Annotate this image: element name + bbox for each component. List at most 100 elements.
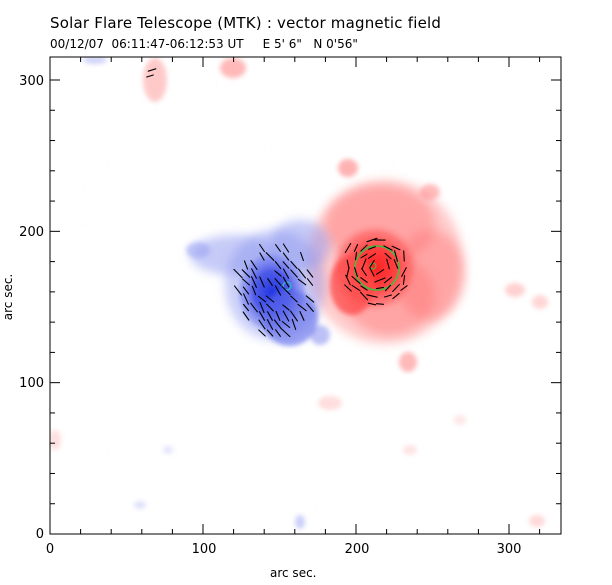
- plot-frame: [49, 56, 562, 535]
- field-vector: [243, 293, 249, 305]
- field-vector: [251, 276, 257, 288]
- field-vector: [391, 245, 401, 251]
- field-vector: [361, 267, 367, 277]
- field-vector: [366, 294, 378, 298]
- field-vector: [266, 319, 274, 330]
- field-vector: [346, 259, 350, 269]
- field-vector: [290, 295, 298, 303]
- axis-ticks: [49, 57, 561, 535]
- field-vector: [374, 277, 386, 283]
- field-vector: [361, 258, 367, 270]
- field-vector: [401, 267, 407, 277]
- y-tick-label: 100: [19, 376, 44, 391]
- field-vector: [282, 243, 290, 253]
- field-vector: [383, 276, 393, 284]
- field-vector: [376, 286, 384, 290]
- field-vector: [306, 278, 314, 286]
- field-vector: [359, 291, 369, 301]
- field-vector: [345, 274, 351, 286]
- field-vector: [400, 285, 408, 291]
- field-vector: [258, 319, 266, 330]
- field-vector: [367, 253, 377, 259]
- field-vector: [282, 261, 290, 269]
- field-vector: [393, 259, 399, 269]
- field-vector: [282, 268, 290, 279]
- field-vector: [274, 270, 282, 277]
- field-vector: [392, 283, 400, 293]
- field-vector: [360, 285, 368, 291]
- field-vector: [290, 310, 298, 322]
- y-tick-label: 300: [19, 74, 44, 89]
- field-vector: [265, 295, 275, 303]
- field-vector: [354, 267, 358, 277]
- field-vector: [402, 275, 406, 285]
- y-tick-label: 0: [36, 527, 44, 542]
- x-tick-label: 0: [46, 542, 54, 557]
- field-vector: [259, 276, 265, 288]
- field-vector: [386, 258, 390, 270]
- x-tick-label: 200: [345, 542, 370, 557]
- x-tick-label: 100: [192, 542, 217, 557]
- field-vector: [346, 266, 350, 278]
- magnetogram-image: [50, 57, 561, 534]
- field-vector: [267, 278, 273, 286]
- field-vector: [275, 244, 281, 252]
- field-vector: [251, 268, 257, 279]
- field-vector: [266, 303, 274, 312]
- field-vector: [243, 260, 249, 270]
- x-tick-label: 300: [497, 542, 522, 557]
- field-vector: [281, 320, 291, 329]
- field-vector: [281, 328, 291, 338]
- field-vector: [297, 268, 307, 279]
- field-vector: [384, 284, 392, 292]
- field-vector: [257, 295, 267, 303]
- chart-title: Solar Flare Telescope (MTK) : vector mag…: [50, 14, 442, 32]
- field-vector: [241, 269, 251, 278]
- field-vector: [282, 310, 290, 322]
- field-vector: [266, 329, 274, 337]
- field-vector: [259, 301, 265, 314]
- field-vector: [258, 329, 266, 337]
- field-vector: [242, 311, 250, 321]
- field-vector: [281, 285, 291, 296]
- field-vector: [242, 286, 250, 295]
- field-vector: [299, 311, 305, 321]
- field-vector: [306, 269, 314, 278]
- field-vector: [344, 284, 352, 292]
- field-vector: [250, 302, 258, 313]
- field-vector: [273, 319, 283, 330]
- field-vector: [259, 243, 265, 253]
- field-vector: [384, 252, 392, 260]
- field-vector: [383, 245, 393, 251]
- field-vector: [242, 303, 250, 312]
- field-vector: [394, 250, 398, 262]
- field-vector: [290, 260, 298, 270]
- field-vector: [367, 302, 377, 306]
- field-vector: [274, 260, 282, 270]
- field-vector: [265, 252, 275, 261]
- field-vector: [305, 295, 315, 303]
- field-vector: [242, 278, 250, 286]
- chart-subtitle: 00/12/07 06:11:47-06:12:53 UT E 5' 6" N …: [50, 37, 358, 51]
- field-vector: [344, 242, 352, 254]
- field-vector: [297, 278, 307, 286]
- transverse-field-vectors: [146, 68, 408, 338]
- field-vector: [146, 74, 154, 78]
- field-vector: [375, 303, 385, 305]
- field-vector: [251, 285, 257, 296]
- field-vector: [147, 68, 157, 72]
- field-vector: [368, 246, 376, 250]
- field-vector: [282, 276, 290, 288]
- field-vector: [375, 269, 385, 275]
- field-vector: [403, 250, 405, 262]
- field-vector: [258, 311, 266, 321]
- field-vector: [392, 292, 400, 300]
- field-contour-blue-region: [282, 281, 292, 291]
- field-vector: [351, 275, 361, 285]
- field-vector: [353, 243, 359, 253]
- field-vector: [233, 285, 243, 296]
- field-vector: [360, 244, 368, 252]
- field-vector: [291, 318, 297, 331]
- field-vector: [282, 252, 290, 261]
